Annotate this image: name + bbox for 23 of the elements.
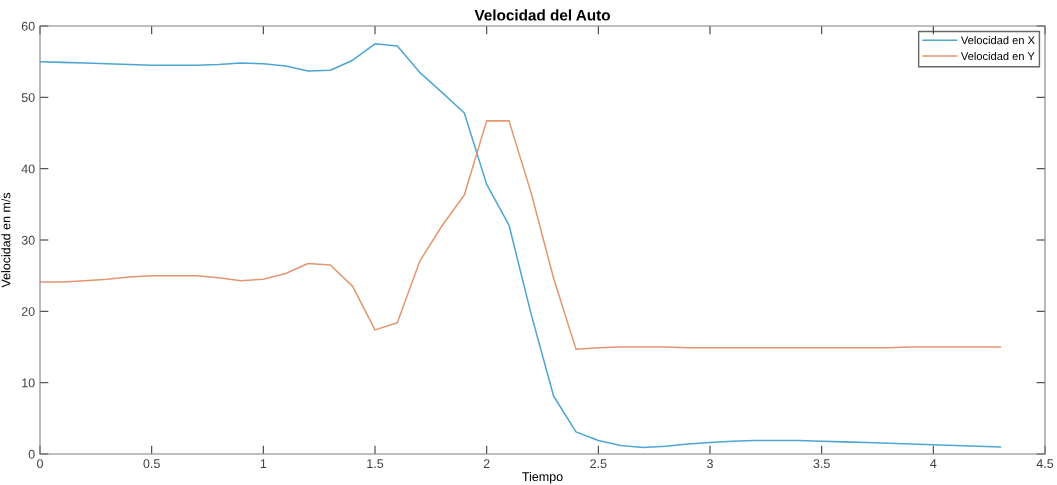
y-tick-label: 30 [21, 235, 35, 245]
y-axis-title: Velocidad en m/s [1, 192, 11, 288]
x-tick-label: 1 [260, 459, 267, 468]
x-tick-label: 0 [37, 459, 43, 469]
x-tick-label: 2.5 [590, 459, 607, 469]
x-tick-label: 4 [930, 459, 937, 468]
x-axis-title: Tiempo [522, 471, 563, 484]
y-tick-label: 50 [21, 93, 35, 102]
chart-title: Velocidad del Auto [474, 9, 610, 21]
x-tick-label: 3 [707, 459, 713, 469]
x-tick-label: 2 [483, 459, 490, 468]
legend-label: Velocidad en X [960, 36, 1035, 45]
line-series [40, 120, 1002, 350]
x-tick-label: 0.5 [143, 459, 160, 469]
y-tick-label: 40 [21, 164, 35, 174]
legend-label: Velocidad en Y [960, 51, 1035, 61]
y-tick-label: 10 [22, 378, 35, 388]
y-tick-label: 0 [28, 449, 35, 459]
y-tick-label: 20 [21, 307, 35, 316]
y-tick-label: 60 [21, 21, 35, 31]
x-tick-label: 4.5 [1036, 459, 1054, 469]
x-tick-label: 3.5 [813, 459, 830, 469]
x-tick-label: 1.5 [367, 459, 384, 469]
